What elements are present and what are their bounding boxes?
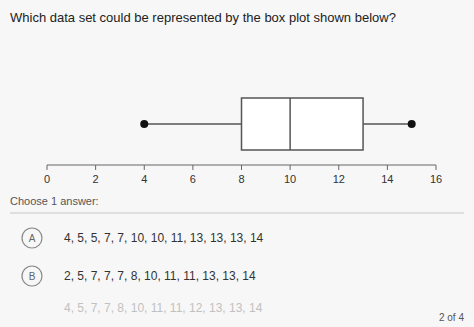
answer-circle bbox=[22, 228, 42, 248]
median bbox=[289, 98, 291, 150]
answer-circle bbox=[22, 266, 42, 286]
tick-label: 0 bbox=[44, 173, 50, 185]
tick-label: 12 bbox=[333, 173, 345, 185]
tick bbox=[338, 165, 339, 170]
tick bbox=[241, 165, 242, 170]
tick-label: 4 bbox=[141, 173, 147, 185]
endpoint bbox=[140, 120, 148, 128]
tick bbox=[47, 165, 48, 170]
tick bbox=[436, 165, 437, 170]
box bbox=[242, 98, 364, 150]
separator bbox=[10, 213, 464, 214]
whisker bbox=[144, 123, 241, 125]
answer-letter[interactable]: A bbox=[29, 233, 36, 244]
answer-text[interactable]: 2, 5, 7, 7, 7, 8, 10, 11, 11, 13, 13, 14 bbox=[64, 269, 256, 283]
page-label: 2 of 4 bbox=[439, 312, 464, 323]
tick bbox=[144, 165, 145, 170]
title: Which data set could be represented by t… bbox=[10, 10, 396, 25]
tick bbox=[95, 165, 96, 170]
chart: Which data set could be represented by t… bbox=[0, 0, 474, 327]
tick bbox=[192, 165, 193, 170]
tick bbox=[290, 165, 291, 170]
tick-label: 14 bbox=[381, 173, 393, 185]
tick-label: 2 bbox=[93, 173, 99, 185]
tick-label: 8 bbox=[238, 173, 244, 185]
tick-label: 6 bbox=[190, 173, 196, 185]
answer-text[interactable]: 4, 5, 5, 7, 7, 10, 10, 11, 13, 13, 13, 1… bbox=[64, 231, 264, 245]
answer-letter[interactable]: B bbox=[29, 271, 36, 282]
tick-label: 10 bbox=[284, 173, 296, 185]
whisker bbox=[363, 123, 412, 125]
background bbox=[0, 0, 474, 327]
answer-label: Choose 1 answer: bbox=[10, 195, 99, 207]
answer-text: 4, 5, 7, 7, 8, 10, 11, 11, 12, 13, 13, 1… bbox=[64, 301, 263, 315]
tick-label: 16 bbox=[430, 173, 442, 185]
plot-area bbox=[140, 98, 415, 150]
endpoint bbox=[408, 120, 416, 128]
tick bbox=[387, 165, 388, 170]
